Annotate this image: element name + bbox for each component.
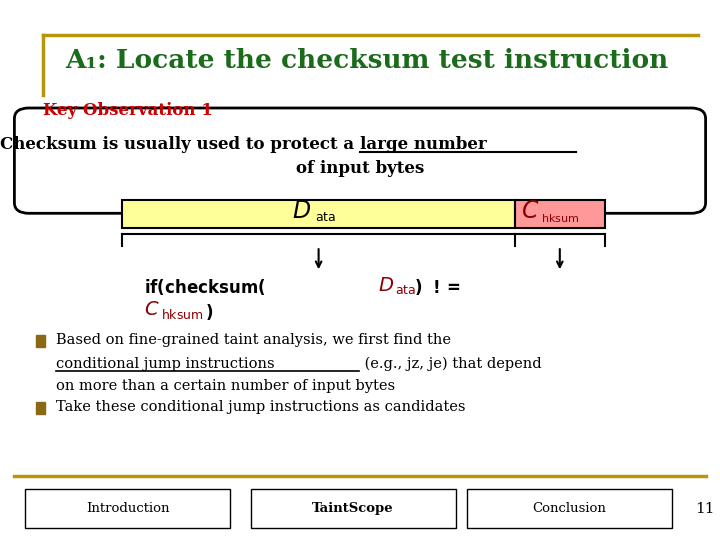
Text: $\mathrm{ata}$: $\mathrm{ata}$ bbox=[395, 284, 415, 297]
Text: $\mathit{C}$: $\mathit{C}$ bbox=[144, 300, 160, 320]
Text: Take these conditional jump instructions as candidates: Take these conditional jump instructions… bbox=[56, 400, 466, 414]
Bar bbox=[36, 402, 45, 414]
Text: of input bytes: of input bytes bbox=[296, 160, 424, 177]
Text: $\mathit{C}$: $\mathit{C}$ bbox=[521, 199, 539, 223]
Text: large number: large number bbox=[360, 136, 487, 153]
Bar bbox=[251, 489, 456, 528]
Text: $\mathbf{if(checksum(}$: $\mathbf{if(checksum(}$ bbox=[144, 277, 266, 298]
Text: Checksum is usually used to protect a: Checksum is usually used to protect a bbox=[0, 136, 360, 153]
Text: (e.g., jz, je) that depend: (e.g., jz, je) that depend bbox=[360, 357, 541, 371]
Text: $\mathbf{)}$: $\mathbf{)}$ bbox=[205, 302, 213, 322]
Text: $\mathrm{hksum}$: $\mathrm{hksum}$ bbox=[161, 308, 204, 322]
Text: $\mathit{D}$: $\mathit{D}$ bbox=[378, 275, 394, 295]
Text: $\mathrm{hksum}$: $\mathrm{hksum}$ bbox=[541, 212, 579, 224]
FancyBboxPatch shape bbox=[14, 108, 706, 213]
Text: on more than a certain number of input bytes: on more than a certain number of input b… bbox=[56, 379, 395, 393]
Text: 11: 11 bbox=[695, 502, 714, 516]
Text: $\mathrm{ata}$: $\mathrm{ata}$ bbox=[315, 211, 336, 224]
Text: Based on fine-grained taint analysis, we first find the: Based on fine-grained taint analysis, we… bbox=[56, 333, 451, 347]
Bar bbox=[36, 335, 45, 347]
Bar bbox=[122, 200, 515, 228]
Bar bbox=[25, 489, 230, 528]
Text: A₁: Locate the checksum test instruction: A₁: Locate the checksum test instruction bbox=[65, 48, 668, 73]
Text: TaintScope: TaintScope bbox=[312, 502, 394, 515]
Text: Conclusion: Conclusion bbox=[532, 502, 606, 515]
Bar bbox=[467, 489, 672, 528]
Text: Key Observation 1: Key Observation 1 bbox=[43, 102, 213, 119]
Text: $\mathbf{)\ \ !{=}}$: $\mathbf{)\ \ !{=}}$ bbox=[414, 277, 461, 298]
Text: $\mathit{D}$: $\mathit{D}$ bbox=[292, 199, 311, 223]
Text: conditional jump instructions: conditional jump instructions bbox=[56, 357, 275, 371]
Text: Introduction: Introduction bbox=[86, 502, 169, 515]
Bar bbox=[515, 200, 605, 228]
